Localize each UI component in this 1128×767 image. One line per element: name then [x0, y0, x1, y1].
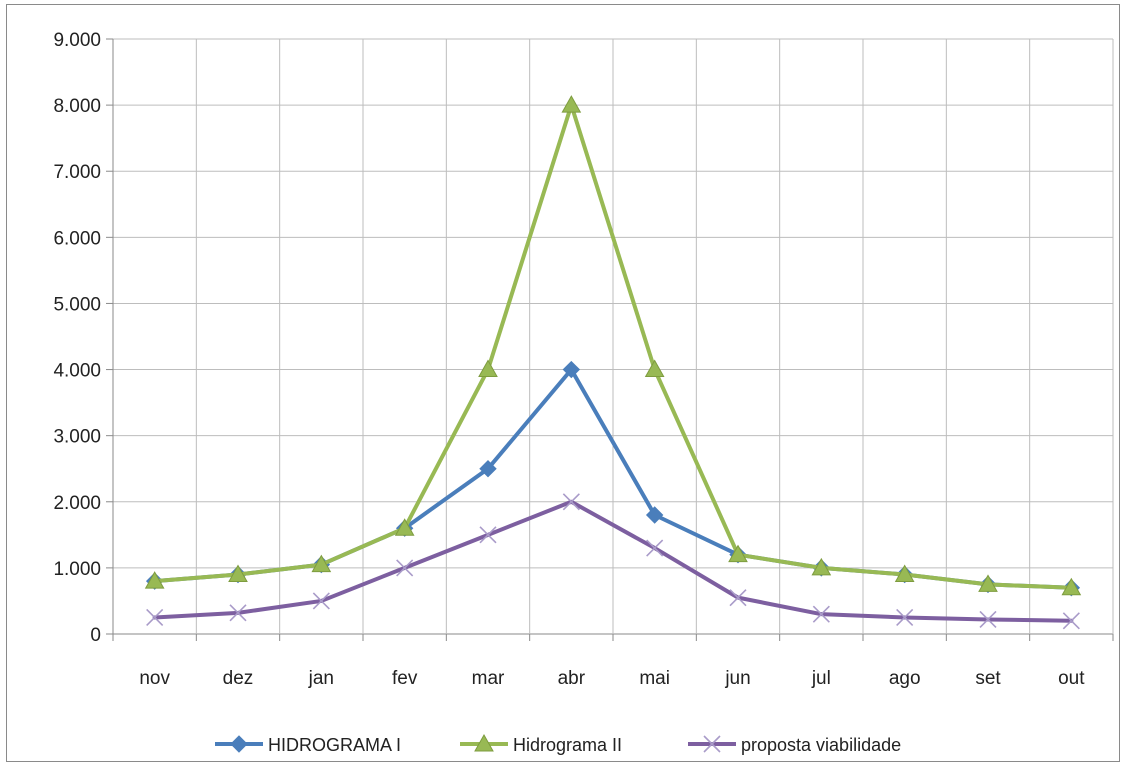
x-marker — [703, 735, 721, 753]
x-marker-stroke — [646, 539, 664, 557]
x-marker-stroke — [979, 610, 997, 629]
y-tick-label: 0 — [90, 625, 101, 646]
y-tick-label: 5.000 — [53, 294, 101, 315]
x-marker-stroke — [703, 735, 721, 753]
x-marker — [479, 526, 497, 544]
x-marker — [646, 539, 664, 557]
diamond-marker — [479, 460, 497, 478]
triangle-marker — [561, 95, 582, 113]
x-marker-stroke — [229, 604, 247, 622]
x-tick-label: jan — [308, 668, 334, 689]
x-tick-label: mar — [472, 668, 505, 689]
triangle-marker — [728, 544, 748, 563]
y-tick-label: 2.000 — [53, 493, 101, 514]
x-tick-label: ago — [889, 668, 921, 689]
x-marker-stroke — [1062, 612, 1080, 630]
legend-label: proposta viabilidade — [741, 735, 901, 755]
x-marker-stroke — [396, 559, 414, 577]
y-tick-label: 6.000 — [53, 228, 101, 249]
y-tick-label: 3.000 — [53, 427, 101, 448]
x-tick-label: jun — [724, 668, 750, 689]
triangle-marker — [311, 554, 332, 573]
x-marker — [812, 605, 830, 623]
legend-label: Hidrograma II — [513, 735, 622, 755]
x-marker — [312, 592, 330, 610]
gridlines — [106, 38, 1114, 641]
series-layer — [144, 95, 1082, 630]
x-marker — [396, 559, 414, 577]
x-tick-label: mai — [639, 668, 670, 689]
triangle-marker — [478, 359, 498, 378]
x-marker-stroke — [812, 605, 830, 623]
y-tick-label: 9.000 — [53, 30, 101, 51]
legend-label: HIDROGRAMA I — [268, 735, 401, 755]
y-tick-label: 8.000 — [53, 96, 101, 117]
triangle-marker — [228, 564, 248, 582]
x-marker — [729, 589, 747, 607]
x-marker-stroke — [312, 592, 330, 610]
legend-item: Hidrograma II — [460, 733, 622, 755]
triangle-marker — [474, 733, 494, 752]
triangle-marker — [811, 557, 832, 576]
y-tick-label: 7.000 — [53, 162, 101, 183]
legend-item: HIDROGRAMA I — [215, 735, 401, 755]
y-tick-label: 4.000 — [53, 361, 101, 382]
legend-item: proposta viabilidade — [688, 735, 901, 755]
y-axis-tick-labels: 0 1.000 2.000 3.000 4.000 5.000 6.000 7.000 8.00… — [53, 30, 101, 646]
x-tick-label: set — [975, 668, 1001, 689]
triangle-marker — [394, 518, 415, 536]
triangle-marker — [1061, 577, 1082, 596]
x-marker — [229, 604, 247, 622]
x-marker-stroke — [562, 493, 580, 511]
x-tick-label: abr — [558, 668, 586, 689]
x-marker — [562, 493, 580, 511]
y-tick-label: 1.000 — [53, 559, 101, 580]
series-line — [152, 499, 1074, 623]
diamond-marker — [230, 735, 248, 753]
x-axis-tick-labels: nov dez jan fev mar abr mai jun jul ago set out — [139, 668, 1085, 689]
triangle-marker — [978, 574, 998, 592]
x-tick-label: jul — [811, 668, 831, 689]
series-1 — [144, 95, 1082, 596]
diamond-marker — [562, 360, 581, 379]
diamond-marker — [645, 506, 664, 524]
legend: HIDROGRAMA I Hidrograma II proposta viabil… — [215, 733, 901, 755]
x-tick-label: nov — [139, 668, 170, 689]
x-marker — [1062, 612, 1080, 630]
x-marker-stroke — [479, 526, 497, 544]
x-marker-stroke — [146, 608, 164, 627]
x-marker-stroke — [896, 608, 914, 627]
x-marker-stroke — [729, 589, 747, 607]
x-tick-label: dez — [223, 668, 254, 689]
series-line — [152, 103, 1074, 590]
x-marker — [146, 608, 164, 627]
triangle-marker — [644, 359, 665, 378]
series-2 — [146, 493, 1080, 630]
x-marker — [979, 610, 997, 629]
x-marker — [896, 608, 914, 627]
triangle-marker — [894, 564, 915, 582]
x-tick-label: fev — [392, 668, 418, 689]
triangle-marker — [144, 571, 165, 589]
x-tick-label: out — [1058, 668, 1085, 689]
